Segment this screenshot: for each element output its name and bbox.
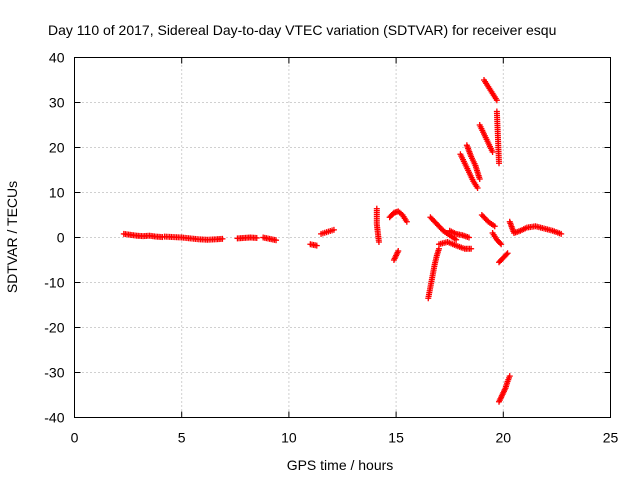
y-tick-label: 40 — [49, 50, 65, 66]
data-point — [219, 235, 226, 242]
data-point — [375, 239, 382, 245]
data-point — [476, 176, 483, 182]
data-point — [453, 236, 460, 243]
data-point — [558, 230, 565, 237]
y-tick-label: -10 — [44, 275, 64, 291]
x-axis-label: GPS time / hours — [287, 457, 394, 473]
y-tick-label: -40 — [44, 410, 64, 426]
data-point — [496, 160, 503, 167]
x-tick-label: 0 — [71, 430, 79, 446]
data-point — [330, 226, 337, 233]
x-tick-label: 5 — [178, 430, 186, 446]
data-point — [493, 97, 500, 104]
x-tick-label: 20 — [496, 430, 512, 446]
y-tick-label: 0 — [57, 230, 65, 246]
x-tick-label: 10 — [281, 430, 297, 446]
data-point — [468, 245, 475, 252]
x-tick-label: 15 — [388, 430, 404, 446]
grid — [74, 57, 611, 418]
data-point — [498, 241, 505, 248]
chart-title: Day 110 of 2017, Sidereal Day-to-day VTE… — [48, 22, 556, 38]
x-tick-label: 25 — [603, 430, 619, 446]
data-point — [253, 234, 260, 241]
axis-ticks: 0 5 10 15 20 25 -40 -30 -20 -10 0 10 20 30 40 — [44, 50, 618, 446]
data-point — [503, 251, 510, 258]
y-tick-label: 20 — [49, 140, 65, 156]
data-point — [395, 248, 402, 254]
data-point — [313, 242, 320, 249]
y-tick-label: -30 — [44, 365, 64, 381]
y-axis-label: SDTVAR / TECUs — [4, 181, 20, 293]
y-tick-label: 10 — [49, 185, 65, 201]
data-point — [474, 185, 481, 191]
data-point — [465, 234, 472, 241]
data-point — [497, 240, 504, 247]
data-points — [120, 77, 565, 405]
data-point — [504, 250, 511, 257]
data-point — [506, 373, 513, 380]
data-point — [403, 218, 410, 225]
y-tick-label: -20 — [44, 320, 64, 336]
data-point — [273, 237, 280, 244]
data-point — [491, 223, 498, 230]
data-point — [489, 149, 496, 155]
y-tick-label: 30 — [49, 95, 65, 111]
